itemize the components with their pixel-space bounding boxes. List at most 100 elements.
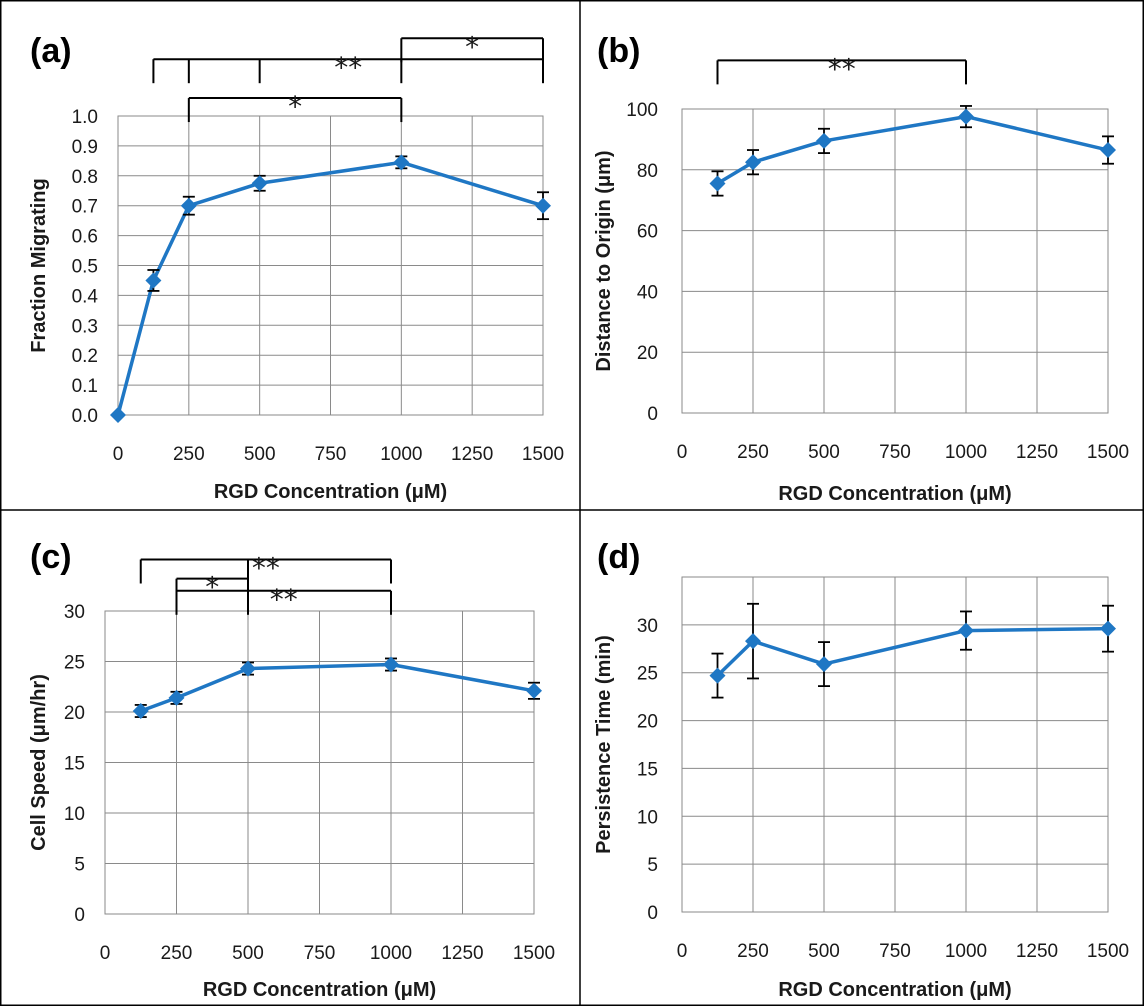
data-point-marker — [816, 656, 832, 673]
significance-label: * — [288, 90, 302, 123]
plot-area-frame — [681, 576, 1109, 913]
x-tick-label: 250 — [173, 444, 205, 465]
x-tick-label: 0 — [677, 442, 688, 463]
panel-b-label: (b) — [597, 32, 640, 70]
x-tick-label: 1500 — [522, 444, 564, 465]
series-line — [116, 160, 544, 416]
y-tick-label: 0.1 — [72, 376, 98, 397]
y-tick-label: 20 — [64, 703, 85, 724]
data-point-marker — [180, 197, 197, 214]
data-point-marker — [535, 197, 551, 214]
panel-d-label: (d) — [597, 538, 640, 576]
y-tick-label: 0.9 — [72, 137, 98, 158]
plot-area-frame — [104, 610, 535, 915]
y-tick-label: 0.3 — [72, 316, 98, 337]
y-tick-label: 0 — [647, 903, 658, 924]
y-tick-label: 15 — [64, 754, 85, 775]
y-axis-title: Cell Speed (μm/hr) — [28, 674, 50, 851]
y-tick-label: 5 — [647, 855, 658, 876]
y-tick-label: 20 — [637, 343, 658, 364]
significance-label: * — [465, 30, 479, 63]
data-point-marker — [145, 272, 162, 289]
data-point-marker — [132, 702, 149, 719]
y-tick-label: 0 — [647, 404, 658, 425]
x-tick-label: 1500 — [1087, 442, 1129, 463]
x-axis-title: RGD Concentration (μM) — [778, 979, 1011, 1001]
data-point-marker — [251, 175, 268, 192]
y-tick-label: 0.4 — [72, 286, 99, 307]
x-tick-label: 750 — [879, 442, 911, 463]
x-tick-label: 250 — [737, 442, 769, 463]
data-point-marker — [958, 108, 974, 125]
significance-label: ** — [270, 583, 298, 616]
x-tick-label: 0 — [113, 444, 124, 465]
y-tick-label: 10 — [637, 807, 658, 828]
significance-label: * — [205, 571, 219, 604]
data-point-marker — [1100, 620, 1116, 637]
panel-a-label: (a) — [30, 32, 72, 70]
y-tick-label: 15 — [637, 759, 658, 780]
y-tick-label: 0.8 — [72, 167, 98, 188]
x-tick-label: 500 — [232, 943, 264, 964]
x-tick-label: 1000 — [370, 943, 412, 964]
data-point-marker — [709, 175, 726, 192]
x-tick-label: 1250 — [1016, 941, 1058, 962]
data-point-marker — [393, 154, 410, 171]
plot-area-frame — [117, 115, 544, 416]
y-tick-label: 5 — [74, 855, 85, 876]
panel-c: (c) 0 5 10 15 20 25 30 0 250 500 750 1000 1250 1500 RGD… — [28, 538, 555, 1001]
x-tick-label: 1500 — [1087, 941, 1129, 962]
x-tick-label: 1000 — [945, 941, 987, 962]
x-tick-label: 500 — [808, 442, 840, 463]
data-point-marker — [526, 682, 542, 699]
data-point-marker — [1100, 142, 1116, 159]
data-point-marker — [240, 660, 256, 677]
x-tick-label: 1500 — [513, 943, 555, 964]
x-tick-label: 250 — [161, 943, 193, 964]
significance-label: ** — [252, 551, 280, 584]
y-tick-label: 0 — [74, 905, 85, 926]
y-axis-title: Distance to Origin (μm) — [593, 150, 615, 371]
x-tick-label: 1250 — [1016, 442, 1058, 463]
significance-label: ** — [334, 51, 362, 84]
x-axis-title: RGD Concentration (μM) — [203, 979, 436, 1001]
x-tick-label: 500 — [244, 444, 276, 465]
data-point-marker — [745, 154, 761, 171]
data-point-marker — [110, 407, 126, 423]
y-tick-label: 100 — [626, 100, 658, 121]
y-tick-label: 0.0 — [72, 406, 98, 427]
x-axis-title: RGD Concentration (μM) — [778, 483, 1011, 505]
y-tick-label: 20 — [637, 712, 658, 733]
panel-d: (d) 0 5 10 15 20 25 30 0 250 500 750 1000 1250 1500 RGD… — [593, 538, 1129, 1001]
y-tick-label: 40 — [637, 282, 658, 303]
y-tick-label: 0.5 — [72, 257, 98, 278]
plot-area-frame — [681, 108, 1109, 414]
y-tick-label: 0.2 — [72, 346, 98, 367]
y-tick-label: 80 — [637, 161, 658, 182]
y-tick-label: 0.6 — [72, 227, 98, 248]
data-point-marker — [745, 633, 761, 650]
x-tick-label: 0 — [100, 943, 111, 964]
x-axis-title: RGD Concentration (μM) — [214, 481, 447, 503]
y-axis-title: Persistence Time (min) — [593, 635, 615, 854]
significance-label: ** — [828, 52, 856, 85]
data-point-marker — [168, 689, 185, 706]
y-tick-label: 10 — [64, 804, 85, 825]
panel-c-label: (c) — [30, 538, 72, 576]
x-tick-label: 1000 — [380, 444, 422, 465]
x-tick-label: 250 — [737, 941, 769, 962]
y-tick-label: 30 — [64, 602, 85, 623]
y-tick-label: 0.7 — [72, 197, 98, 218]
data-point-marker — [709, 667, 726, 684]
x-tick-label: 750 — [315, 444, 347, 465]
x-tick-label: 750 — [304, 943, 336, 964]
x-tick-label: 500 — [808, 941, 840, 962]
x-tick-label: 1250 — [441, 943, 483, 964]
data-point-marker — [816, 132, 832, 149]
data-point-marker — [383, 656, 399, 673]
x-tick-label: 750 — [879, 941, 911, 962]
y-axis-title: Fraction Migrating — [28, 178, 50, 352]
y-tick-label: 25 — [637, 664, 658, 685]
